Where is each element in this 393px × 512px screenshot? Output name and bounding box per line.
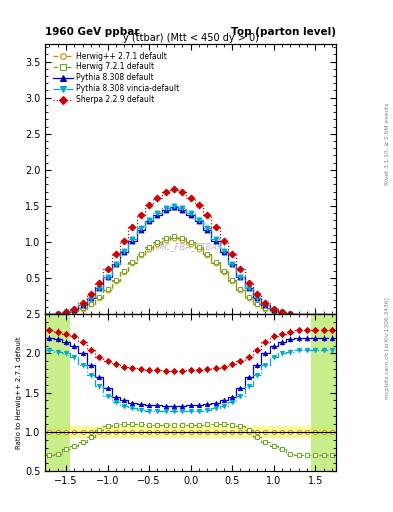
Text: (MC_FBA_TTBAR): (MC_FBA_TTBAR) (154, 242, 227, 251)
Text: mcplots.cern.ch [arXiv:1306.3436]: mcplots.cern.ch [arXiv:1306.3436] (385, 297, 390, 399)
Text: Rivet 3.1.10, ≥ 2.6M events: Rivet 3.1.10, ≥ 2.6M events (385, 102, 390, 184)
Title: y (t̅tbar) (Mtt < 450 dy > 0): y (t̅tbar) (Mtt < 450 dy > 0) (123, 33, 259, 42)
Text: 1960 GeV ppbar: 1960 GeV ppbar (45, 27, 140, 37)
Legend: Herwig++ 2.7.1 default, Herwig 7.2.1 default, Pythia 8.308 default, Pythia 8.308: Herwig++ 2.7.1 default, Herwig 7.2.1 def… (52, 50, 180, 106)
Y-axis label: Ratio to Herwig++ 2.7.1 default: Ratio to Herwig++ 2.7.1 default (16, 336, 22, 449)
Text: Top (parton level): Top (parton level) (231, 27, 336, 37)
